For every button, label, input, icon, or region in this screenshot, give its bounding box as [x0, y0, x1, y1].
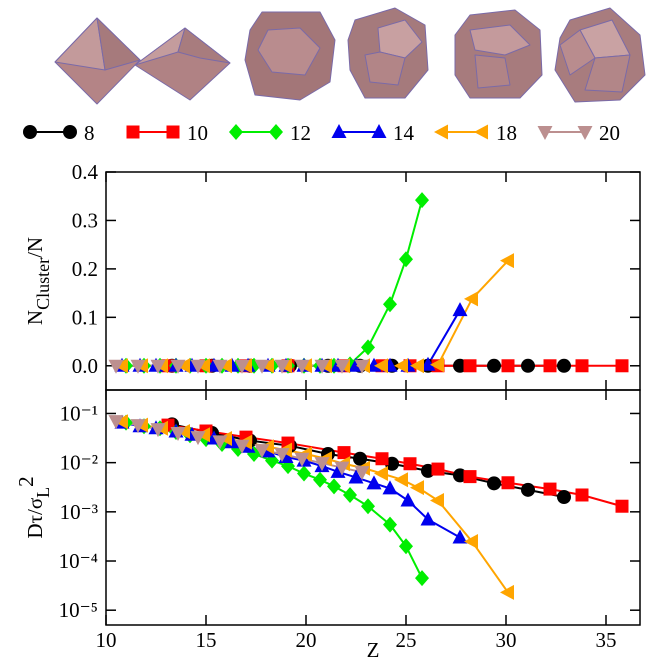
x-tick-label: 25: [396, 628, 417, 652]
marker: [521, 359, 535, 373]
y-axis-label-part: N: [23, 310, 47, 325]
marker: [297, 466, 311, 482]
marker: [576, 488, 589, 501]
marker: [487, 359, 501, 373]
marker: [544, 483, 557, 496]
marker: [313, 472, 327, 488]
legend-label: 8: [84, 121, 95, 145]
legend-label: 14: [393, 121, 415, 145]
marker: [521, 483, 535, 497]
legend-marker: [23, 125, 37, 139]
marker: [502, 476, 515, 489]
marker: [464, 470, 477, 483]
marker: [616, 359, 629, 372]
marker: [557, 490, 571, 504]
marker: [376, 452, 389, 465]
marker: [343, 487, 357, 503]
series-line: [122, 310, 460, 366]
polyhedron-18: [455, 10, 542, 98]
plot-frame: [106, 172, 640, 390]
marker: [464, 534, 478, 549]
y-axis-label-part: L: [33, 487, 53, 498]
series-group: [109, 414, 629, 600]
series-group: [109, 192, 629, 374]
y-axis-label-part: 2: [14, 476, 38, 487]
marker: [502, 359, 515, 372]
y-axis-label: NCluster/N: [23, 237, 53, 325]
marker: [432, 463, 445, 476]
octahedron: [55, 18, 140, 104]
polyhedron-12: [245, 12, 335, 100]
x-tick-label: 30: [496, 628, 517, 652]
polyhedron-20: [555, 8, 645, 102]
marker: [464, 359, 477, 372]
figure: 0.0 0.1 0.2 0.3 0.4 NCluster/N 8 10 12 14 18 20 10 15…: [0, 0, 654, 660]
legend-marker: [63, 125, 77, 139]
marker: [327, 478, 341, 494]
marker: [430, 493, 444, 508]
marker: [415, 570, 429, 586]
bipyramid: [135, 28, 230, 100]
marker: [557, 359, 571, 373]
marker: [453, 302, 468, 316]
y-axis-label-part: Dτ/σ: [23, 498, 47, 539]
marker: [401, 492, 416, 506]
legend-label: 18: [496, 121, 517, 145]
y-tick-label: 10⁻⁴: [59, 549, 98, 573]
series-line: [126, 200, 422, 366]
x-tick-label: 15: [196, 628, 217, 652]
y-tick-label: 0.4: [72, 160, 99, 184]
y-tick-label: 10⁻²: [60, 451, 98, 475]
polyhedra: [55, 8, 645, 104]
marker: [394, 472, 408, 487]
marker: [576, 359, 589, 372]
y-tick-label: 10⁻¹: [60, 401, 98, 425]
marker: [374, 466, 388, 481]
legend-marker: [229, 124, 243, 140]
y-tick-label: 0.2: [72, 257, 98, 281]
x-tick-label: 10: [96, 628, 117, 652]
legend-label: 12: [290, 121, 311, 145]
x-tick-label: 35: [596, 628, 617, 652]
marker: [616, 500, 629, 513]
marker: [500, 585, 514, 600]
legend-marker: [434, 125, 448, 140]
legend-marker: [474, 125, 488, 140]
legend-marker: [167, 126, 180, 139]
marker: [544, 359, 557, 372]
x-axis-label: Z: [367, 638, 380, 660]
marker: [404, 457, 417, 470]
y-tick-label: 10⁻⁵: [59, 598, 98, 622]
y-axis-label-part: Cluster: [33, 258, 53, 310]
legend-marker: [127, 126, 140, 139]
legend-label: 10: [187, 121, 208, 145]
marker: [464, 291, 478, 306]
y-axis-label-part: /N: [23, 237, 47, 258]
polyhedron-14: [348, 8, 428, 98]
y-tick-label: 10⁻³: [60, 500, 98, 524]
x-tick-label: 20: [296, 628, 317, 652]
marker: [361, 498, 375, 514]
marker: [487, 476, 501, 490]
y-tick-label: 0.1: [72, 305, 98, 329]
y-tick-label: 0.0: [72, 354, 98, 378]
series-line: [122, 261, 508, 366]
marker: [410, 480, 424, 495]
y-axis-label: Dτ/σL2: [14, 476, 53, 538]
y-tick-label: 0.3: [72, 208, 98, 232]
marker: [399, 251, 413, 267]
legend-marker: [269, 124, 283, 140]
marker: [415, 192, 429, 208]
marker: [383, 296, 397, 312]
legend-label: 20: [599, 121, 620, 145]
